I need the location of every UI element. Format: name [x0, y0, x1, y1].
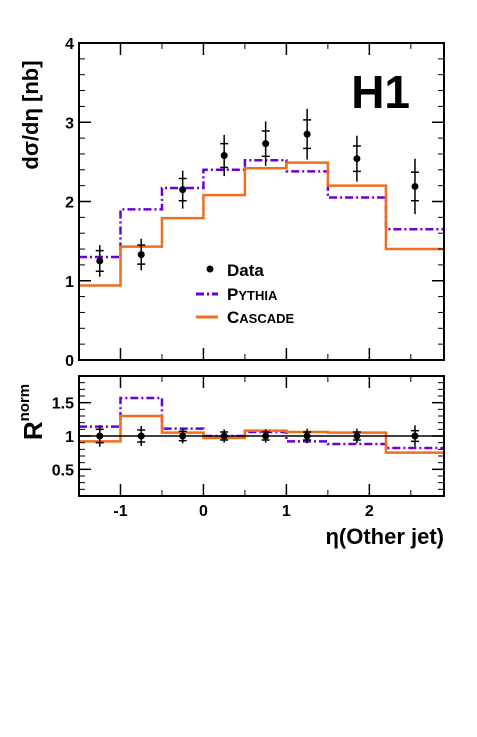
- ratio-data-point: [262, 432, 270, 440]
- legend-data-label: Data: [227, 261, 264, 280]
- ratio-ylabel-sup: norm: [16, 384, 33, 422]
- main-data-point: [96, 257, 104, 265]
- legend-cascade-label: CASCADE: [227, 308, 295, 327]
- ratio-data-point: [96, 432, 104, 440]
- main-pythia-histogram: [79, 159, 444, 259]
- ratio-ytick-label: 0.5: [52, 462, 74, 479]
- legend-data-marker: [206, 265, 214, 273]
- main-data-point: [137, 251, 145, 259]
- x-axis-label: η(Other jet): [325, 524, 444, 549]
- legend-pythia-label: PYTHIA: [227, 285, 278, 304]
- ratio-xtick-label: 0: [199, 503, 208, 520]
- ratio-xtick-label: 2: [365, 503, 374, 520]
- main-ytick-label: 0: [65, 353, 74, 370]
- legend-pythia-label-initial: P: [227, 285, 238, 304]
- main-ytick-label: 4: [65, 36, 74, 53]
- ratio-ylabel: Rnorm: [16, 384, 48, 440]
- ratio-ytick-label: 1: [65, 429, 74, 446]
- ratio-xtick-label: -1: [113, 503, 127, 520]
- main-ytick-label: 1: [65, 274, 74, 291]
- legend-pythia-label-rest: YTHIA: [238, 288, 278, 303]
- h1-logo: H1: [351, 66, 410, 118]
- legend: Data PYTHIA CASCADE: [196, 261, 295, 327]
- ratio-xtick-label: 1: [282, 503, 291, 520]
- main-ytick-label: 2: [65, 195, 74, 212]
- main-data-point: [179, 186, 187, 194]
- main-data-point: [353, 155, 361, 163]
- main-data-point: [220, 152, 228, 160]
- legend-cascade-label-initial: C: [227, 308, 239, 327]
- main-data-point: [303, 130, 311, 138]
- ratio-ylabel-main: R: [18, 421, 48, 440]
- ratio-data-point: [220, 432, 228, 440]
- main-data-point: [411, 182, 419, 190]
- legend-cascade-label-rest: ASCADE: [239, 311, 294, 326]
- main-data-point: [262, 140, 270, 148]
- ratio-panel: 0.5 1 1.5 -1 0 1 2 Rnorm η(Other jet): [16, 375, 445, 549]
- main-ylabel: dσ/dη [nb]: [18, 60, 43, 169]
- ratio-ytick-label: 1.5: [52, 396, 74, 413]
- ratio-data-point: [411, 432, 419, 440]
- ratio-data-point: [303, 432, 311, 440]
- main-ytick-label: 3: [65, 115, 74, 132]
- ratio-data-point: [137, 432, 145, 440]
- ratio-data-point: [179, 432, 187, 440]
- main-panel: 0 1 2 3 4 dσ/dη [nb] H1 Data PYTHIA CASCADE: [18, 36, 445, 370]
- ratio-data-point: [353, 432, 361, 440]
